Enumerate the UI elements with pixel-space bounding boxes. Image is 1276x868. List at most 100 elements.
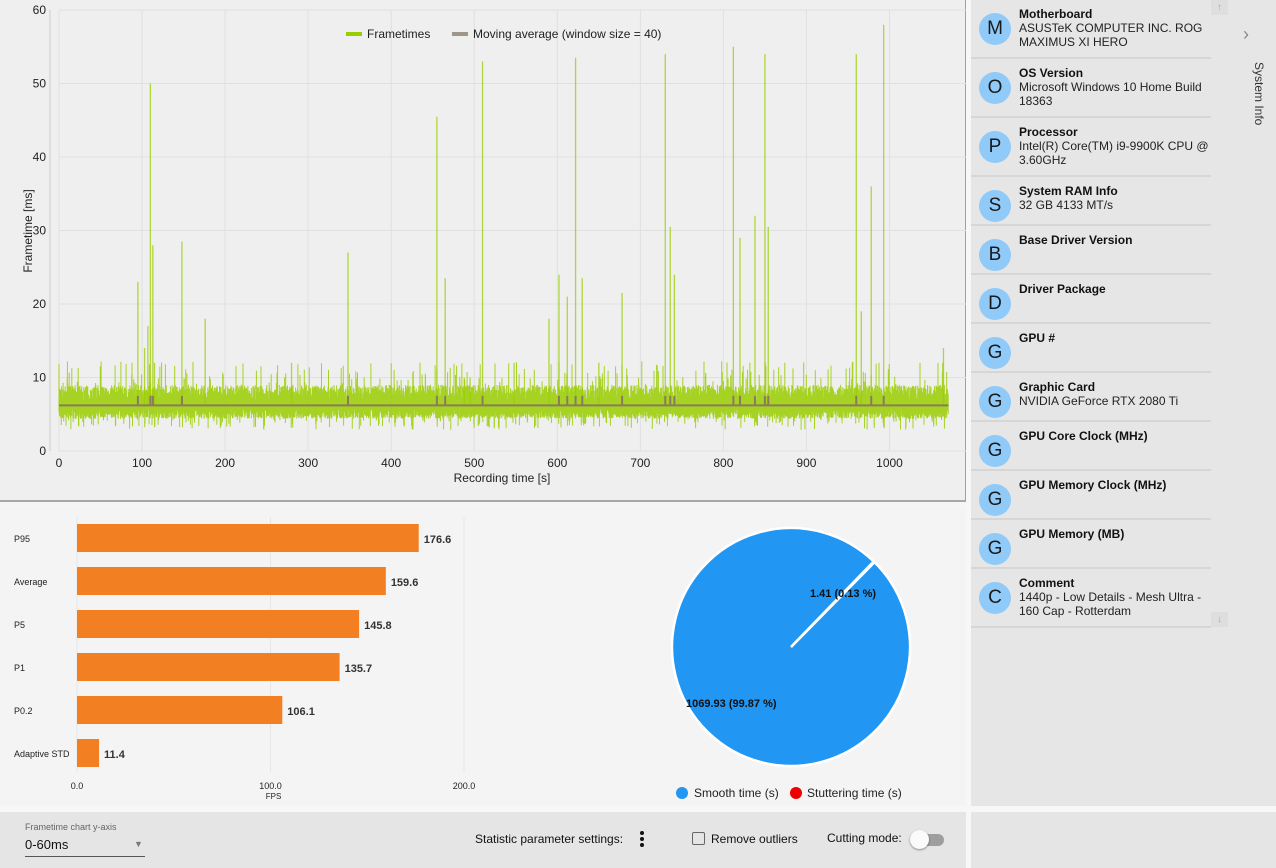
bar-category-label: Average	[14, 577, 47, 587]
scroll-down-icon[interactable]: ↓	[1211, 612, 1228, 627]
system-info-sidebar: M Motherboard ASUSTeK COMPUTER INC. ROG MA…	[971, 0, 1276, 806]
y-tick-label: 20	[33, 297, 47, 311]
fps-bar-chart: P95 176.6 Average 159.6 P5 145.8 P1 135.7 P0.2 10…	[14, 517, 476, 801]
chevron-right-icon[interactable]: ›	[1243, 24, 1249, 44]
system-info-value: Microsoft Windows 10 Home Build 18363	[1019, 80, 1202, 108]
toolbar-right-area	[971, 812, 1276, 868]
avatar: S	[979, 190, 1011, 222]
system-info-value: Intel(R) Core(TM) i9-9900K CPU @ 3.60GHz	[1019, 139, 1209, 167]
system-info-title: Graphic Card	[1019, 380, 1096, 394]
bar-x-axis-title: FPS	[266, 792, 282, 801]
x-tick-label: 500	[464, 456, 484, 470]
toggle-thumb[interactable]	[910, 830, 929, 849]
system-info-title: Driver Package	[1019, 282, 1106, 296]
cutting-mode-label: Cutting mode:	[827, 831, 902, 845]
x-tick-label: 700	[630, 456, 650, 470]
y-tick-label: 0	[39, 444, 46, 458]
system-info-item: G Graphic Card NVIDIA GeForce RTX 2080 Ti	[971, 373, 1211, 422]
system-info-title: GPU #	[1019, 331, 1056, 345]
pie-legend-swatch	[790, 787, 802, 799]
yaxis-dropdown-value[interactable]: 0-60ms	[25, 837, 69, 852]
system-info-item: G GPU Memory (MB)	[971, 520, 1211, 569]
pie-data-label: 1.41 (0.13 %)	[810, 588, 876, 600]
system-info-tab[interactable]: System Info	[1252, 62, 1266, 126]
avatar: G	[979, 484, 1011, 516]
bottom-toolbar: Frametime chart y-axis 0-60ms ▼ Statisti…	[0, 812, 966, 868]
bar	[77, 696, 283, 724]
avatar: G	[979, 533, 1011, 565]
bar	[77, 653, 340, 681]
dropdown-underline	[25, 856, 145, 857]
system-info-title: GPU Core Clock (MHz)	[1019, 429, 1148, 443]
avatar: C	[979, 582, 1011, 614]
bar-value-label: 176.6	[424, 534, 452, 546]
bar-x-tick-label: 200.0	[453, 781, 476, 791]
system-info-item: P Processor Intel(R) Core(TM) i9-9900K CPU…	[971, 118, 1211, 177]
bar-value-label: 135.7	[345, 663, 373, 675]
y-tick-label: 30	[33, 224, 47, 238]
system-info-title: GPU Memory (MB)	[1019, 527, 1125, 541]
remove-outliers-label[interactable]: Remove outliers	[711, 832, 798, 846]
x-tick-label: 400	[381, 456, 401, 470]
remove-outliers-checkbox[interactable]	[692, 832, 705, 845]
x-tick-label: 0	[56, 456, 63, 470]
x-tick-label: 800	[713, 456, 733, 470]
x-tick-label: 600	[547, 456, 567, 470]
system-info-title: OS Version	[1019, 66, 1084, 80]
system-info-item: B Base Driver Version	[971, 226, 1211, 275]
frametime-chart-panel: 0 100 200 300 400 500 600 700 800 900 1000 0 10 20 30 4…	[0, 0, 966, 502]
bar-category-label: P0.2	[14, 706, 33, 716]
system-info-title: Base Driver Version	[1019, 233, 1133, 247]
pie-legend-label: Stuttering time (s)	[807, 786, 902, 800]
x-tick-label: 300	[298, 456, 318, 470]
bar-category-label: P1	[14, 663, 25, 673]
bar	[77, 524, 419, 552]
x-tick-label: 900	[796, 456, 816, 470]
bar-category-label: P5	[14, 620, 25, 630]
y-tick-label: 60	[33, 3, 47, 17]
frametime-chart: 0 100 200 300 400 500 600 700 800 900 1000 0 10 20 30 4…	[21, 3, 966, 485]
bar-value-label: 106.1	[287, 706, 315, 718]
bar	[77, 567, 386, 595]
statistics-panel: P95 176.6 Average 159.6 P5 145.8 P1 135.7 P0.2 10…	[0, 507, 966, 807]
frametimes-series	[58, 361, 949, 430]
system-info-title: Comment	[1019, 576, 1075, 590]
yaxis-dropdown-label: Frametime chart y-axis	[25, 822, 117, 832]
pie-legend-swatch	[676, 787, 688, 799]
system-info-title: Motherboard	[1019, 7, 1093, 21]
panel-divider	[966, 0, 971, 868]
system-info-item: D Driver Package	[971, 275, 1211, 324]
stutter-pie-chart: 1.41 (0.13 %) 1069.93 (99.87 %) Smooth tim…	[670, 526, 912, 800]
bar-value-label: 145.8	[364, 620, 392, 632]
avatar: M	[979, 13, 1011, 45]
system-info-value: ASUSTeK COMPUTER INC. ROG MAXIMUS XI HER…	[1019, 21, 1203, 49]
statistic-settings-label: Statistic parameter settings:	[475, 832, 624, 846]
y-tick-label: 50	[33, 77, 47, 91]
bar-category-label: Adaptive STD	[14, 749, 70, 759]
avatar: O	[979, 72, 1011, 104]
x-tick-label: 200	[215, 456, 235, 470]
system-info-value: 1440p - Low Details - Mesh Ultra - 160 C…	[1019, 590, 1202, 618]
avatar: D	[979, 288, 1011, 320]
toolbar-divider	[0, 806, 1276, 812]
more-vert-icon[interactable]	[638, 830, 646, 850]
bar-x-tick-label: 100.0	[259, 781, 282, 791]
system-info-item: G GPU Core Clock (MHz)	[971, 422, 1211, 471]
pie-legend-label: Smooth time (s)	[694, 786, 779, 800]
legend-frametimes-swatch	[346, 32, 362, 36]
system-info-title: Processor	[1019, 125, 1078, 139]
system-info-item: S System RAM Info 32 GB 4133 MT/s	[971, 177, 1211, 226]
system-info-list: M Motherboard ASUSTeK COMPUTER INC. ROG MA…	[971, 0, 1211, 628]
pie-data-label: 1069.93 (99.87 %)	[686, 698, 777, 710]
dropdown-arrow-icon[interactable]: ▼	[134, 839, 143, 849]
avatar: G	[979, 435, 1011, 467]
legend-frametimes-label: Frametimes	[367, 27, 430, 41]
bar	[77, 610, 360, 638]
scroll-up-icon[interactable]: ↑	[1211, 0, 1228, 15]
avatar: G	[979, 386, 1011, 418]
pie-slice	[790, 559, 877, 648]
x-tick-label: 1000	[876, 456, 903, 470]
legend-moving-average-swatch	[452, 32, 468, 36]
bar-x-tick-label: 0.0	[71, 781, 84, 791]
legend-moving-average-label: Moving average (window size = 40)	[473, 27, 661, 41]
